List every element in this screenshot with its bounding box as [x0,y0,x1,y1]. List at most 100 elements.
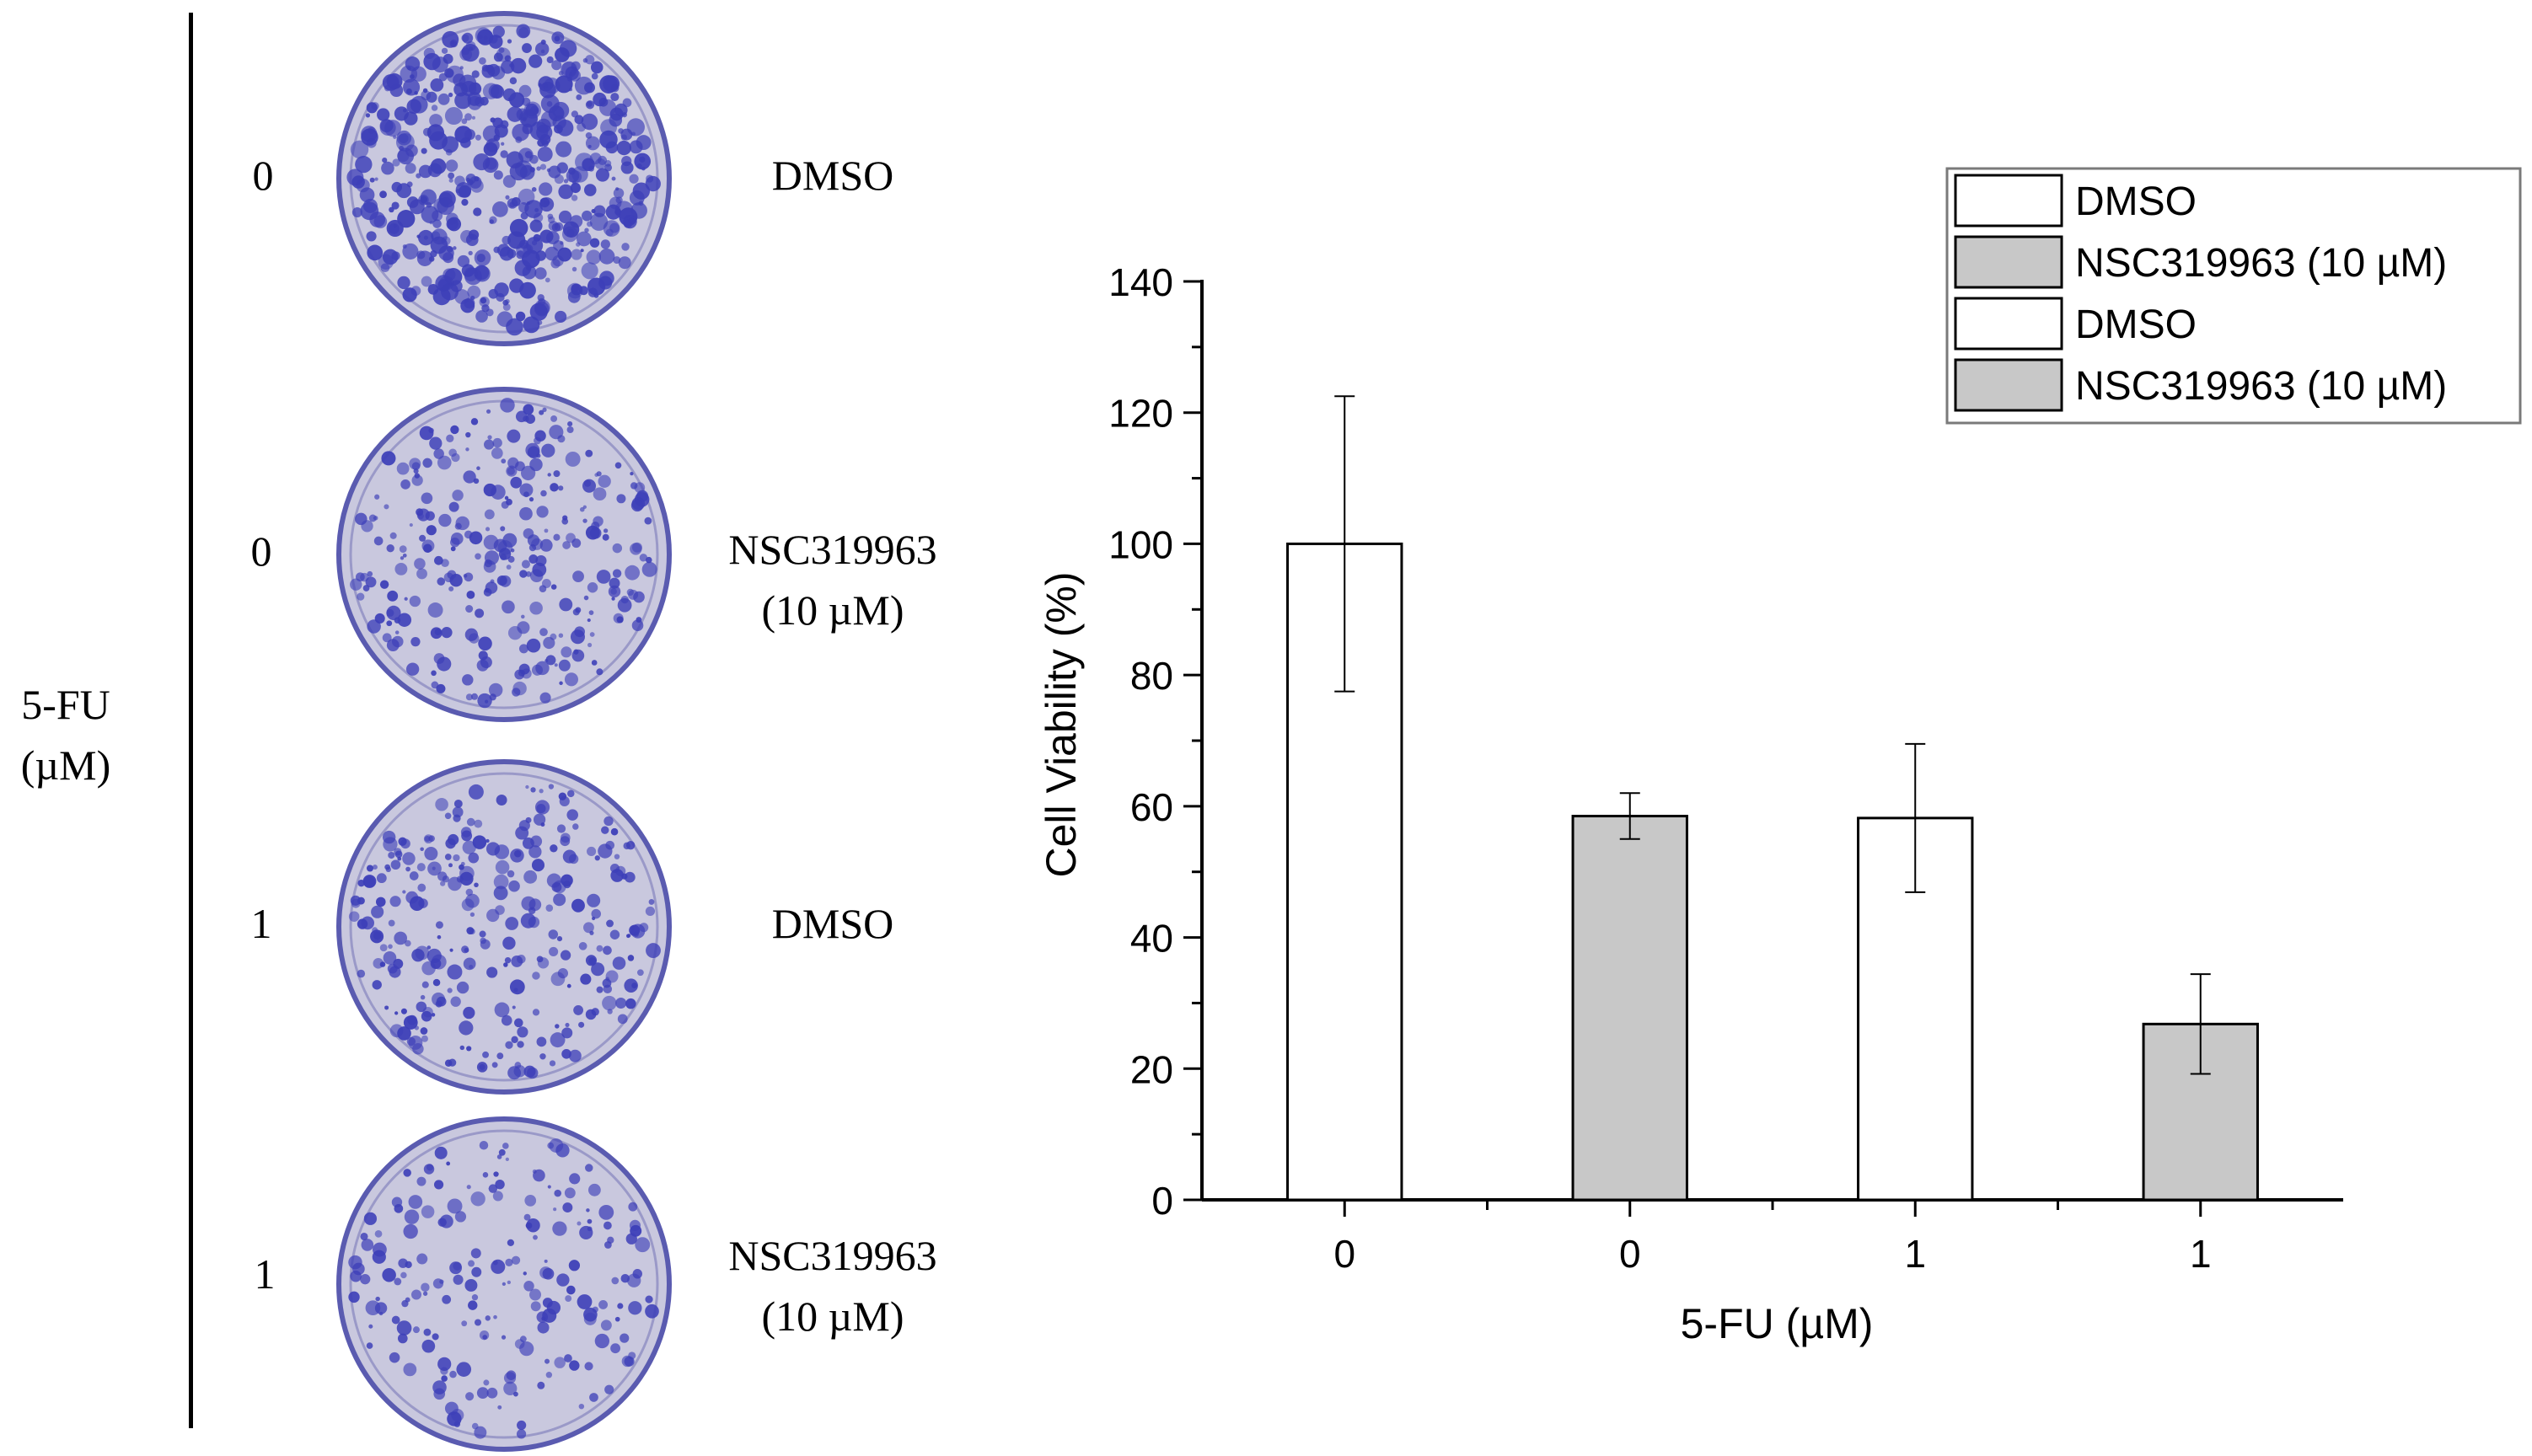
colony [502,299,509,306]
colony [471,1294,479,1301]
colony [430,236,448,254]
colony [594,855,600,861]
colony [466,1185,471,1190]
colony [563,179,569,184]
colony [553,470,561,478]
colony [382,830,396,844]
colony [523,870,538,884]
colony [440,881,446,886]
colony [602,978,612,988]
colony [400,1271,407,1279]
colony [523,491,529,498]
colony [520,465,536,481]
colony [596,945,603,952]
axis-divider-line [189,13,193,1428]
colony [392,158,400,167]
treatment-label-row2-line1: NSC319963 [728,526,937,573]
colony [416,568,427,580]
y-axis: 0 20 40 60 80 100 120 140 [1108,260,1204,1223]
colony [493,134,501,142]
colony [558,184,573,200]
colony [561,226,578,243]
colony [598,97,609,107]
colony [381,451,396,466]
colony [630,926,635,930]
colony [625,998,636,1009]
colony [631,982,637,988]
colony [628,1301,642,1315]
colony [559,597,573,612]
colony [426,945,432,950]
colony [583,595,589,601]
colony [416,863,426,872]
colony [449,1261,463,1275]
colony [432,287,451,306]
colony [591,660,598,666]
colony [405,1297,410,1303]
colony [567,291,581,303]
colony [484,509,495,520]
colony [630,471,634,476]
colony [391,201,400,210]
colony [437,871,448,881]
colony [534,267,547,280]
colony [561,1027,573,1039]
colony [639,554,648,562]
colony [517,1041,524,1048]
colony [469,928,475,935]
colony [421,276,432,287]
colony [448,876,462,891]
colony [574,76,593,95]
colony [504,956,512,964]
legend-label: DMSO [2075,302,2197,347]
colony [393,224,397,228]
colony [550,483,559,492]
colony [491,1259,506,1274]
colony [501,500,509,509]
colony [386,544,394,553]
colony [450,546,456,552]
colony [464,572,474,582]
colony [350,140,369,159]
colony [588,610,594,615]
colony [447,988,453,993]
colony [551,31,565,45]
colony [464,267,482,286]
colony [628,1202,638,1212]
colony [587,618,591,623]
colony [469,531,483,545]
colony [580,249,584,253]
colony [539,538,553,552]
colony [446,434,454,442]
colony [450,537,460,548]
colony [448,92,453,98]
colony [536,506,549,518]
colony [551,60,562,71]
colony [427,602,443,618]
colony [477,693,492,709]
colony [379,580,389,589]
colony [510,476,523,489]
colony [555,141,572,158]
colony [582,57,588,63]
colony [453,246,457,250]
colony [463,957,476,971]
colony [475,27,492,44]
colony [504,495,509,500]
colony [556,824,566,833]
colony [394,850,403,859]
colony [414,558,426,570]
colony [525,784,529,790]
colony [553,893,566,907]
colony [464,113,472,121]
colony [420,994,426,1000]
colony [564,1187,576,1199]
colony [542,407,547,412]
colony [503,1372,517,1384]
treatment-label-row2-line2: (10 µM) [761,586,904,634]
colony [611,597,615,601]
colony [582,210,593,222]
colony [534,108,538,112]
colony [428,427,434,434]
colony [421,147,427,154]
